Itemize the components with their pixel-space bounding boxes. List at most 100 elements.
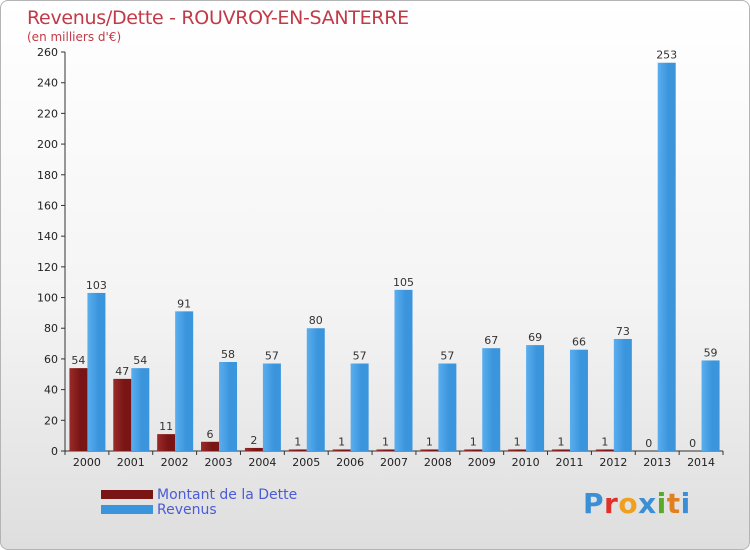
bar-revenus xyxy=(438,363,457,451)
data-label: 103 xyxy=(86,279,107,292)
data-label: 57 xyxy=(353,350,367,363)
chart-subtitle: (en milliers d'€) xyxy=(27,30,122,44)
y-tick-label: 40 xyxy=(44,384,58,397)
data-label: 1 xyxy=(426,435,433,448)
y-tick-label: 20 xyxy=(44,414,58,427)
x-tick-label: 2007 xyxy=(380,456,408,469)
bar-dette xyxy=(113,378,132,451)
bar-dette xyxy=(420,449,439,451)
bar-dette xyxy=(376,449,395,451)
legend-item-revenus: Revenus xyxy=(101,501,297,518)
bar-revenus xyxy=(482,348,501,451)
y-tick-label: 160 xyxy=(37,199,58,212)
y-tick-label: 80 xyxy=(44,322,58,335)
y-tick-label: 0 xyxy=(51,445,58,458)
bar-revenus xyxy=(526,345,545,451)
x-tick-label: 2010 xyxy=(512,456,540,469)
data-label: 253 xyxy=(656,49,677,62)
logo-letter: t xyxy=(666,487,681,520)
bar-revenus xyxy=(131,368,150,451)
x-tick-label: 2013 xyxy=(643,456,671,469)
bar-revenus xyxy=(569,349,588,451)
data-label: 105 xyxy=(393,276,414,289)
data-label: 1 xyxy=(557,435,564,448)
y-tick-label: 200 xyxy=(37,138,58,151)
x-tick-label: 2014 xyxy=(687,456,715,469)
data-label: 0 xyxy=(645,437,652,450)
data-label: 1 xyxy=(470,435,477,448)
legend-item-dette: Montant de la Dette xyxy=(101,486,298,503)
proxiti-logo: Proxiti xyxy=(583,487,691,520)
data-label: 0 xyxy=(689,437,696,450)
legend-swatch-revenus xyxy=(101,505,153,514)
bar-revenus xyxy=(262,363,281,451)
data-label: 67 xyxy=(484,334,498,347)
y-tick-label: 140 xyxy=(37,230,58,243)
data-label: 54 xyxy=(71,354,85,367)
y-tick-label: 60 xyxy=(44,353,58,366)
data-label: 73 xyxy=(616,325,630,338)
bar-revenus xyxy=(613,338,632,451)
y-tick-label: 220 xyxy=(37,107,58,120)
data-label: 57 xyxy=(440,350,454,363)
bar-dette xyxy=(288,449,307,451)
bar-revenus xyxy=(306,328,325,451)
data-label: 58 xyxy=(221,348,235,361)
chart-title: Revenus/Dette - ROUVROY-EN-SANTERRE xyxy=(27,7,409,29)
legend-label-revenus: Revenus xyxy=(157,501,217,518)
logo-letter: r xyxy=(604,487,619,520)
data-label: 1 xyxy=(514,435,521,448)
data-label: 80 xyxy=(309,314,323,327)
logo-letter: x xyxy=(638,487,657,520)
data-label: 1 xyxy=(338,435,345,448)
bar-dette xyxy=(551,449,570,451)
data-label: 91 xyxy=(177,297,191,310)
y-tick-label: 120 xyxy=(37,261,58,274)
data-label: 1 xyxy=(382,435,389,448)
bar-dette xyxy=(595,449,614,451)
x-tick-label: 2003 xyxy=(205,456,233,469)
x-tick-label: 2001 xyxy=(117,456,145,469)
bar-dette xyxy=(157,434,176,451)
data-label: 69 xyxy=(528,331,542,344)
bar-revenus xyxy=(657,62,676,451)
x-tick-label: 2009 xyxy=(468,456,496,469)
data-label: 11 xyxy=(159,420,173,433)
data-label: 59 xyxy=(704,346,718,359)
logo-letter: i xyxy=(656,487,667,520)
legend-swatch-dette xyxy=(101,490,153,499)
bar-dette xyxy=(332,449,351,451)
data-label: 2 xyxy=(250,434,257,447)
bar-revenus xyxy=(350,363,369,451)
y-tick-label: 260 xyxy=(37,46,58,59)
bar-revenus xyxy=(219,361,238,451)
bar-revenus xyxy=(87,292,106,451)
bar-dette xyxy=(464,449,483,451)
x-tick-label: 2004 xyxy=(248,456,276,469)
bar-dette xyxy=(244,447,263,451)
legend: Montant de la Dette Revenus xyxy=(101,486,298,518)
bar-revenus xyxy=(175,311,194,451)
bar-dette xyxy=(508,449,527,451)
bar-dette xyxy=(201,441,220,451)
y-tick-label: 180 xyxy=(37,169,58,182)
legend-label-dette: Montant de la Dette xyxy=(157,486,298,503)
logo-letter: P xyxy=(583,487,605,520)
y-tick-label: 100 xyxy=(37,292,58,305)
data-label: 54 xyxy=(133,354,147,367)
bar-revenus xyxy=(394,289,413,451)
data-label: 6 xyxy=(207,428,214,441)
data-label: 1 xyxy=(601,435,608,448)
x-tick-label: 2011 xyxy=(555,456,583,469)
data-label: 66 xyxy=(572,336,586,349)
bar-dette xyxy=(69,368,88,451)
x-tick-label: 2012 xyxy=(599,456,627,469)
bar-revenus xyxy=(701,360,720,451)
logo-letter: o xyxy=(618,487,639,520)
x-tick-label: 2000 xyxy=(73,456,101,469)
x-tick-label: 2005 xyxy=(292,456,320,469)
x-tick-label: 2006 xyxy=(336,456,364,469)
data-label: 47 xyxy=(115,365,129,378)
